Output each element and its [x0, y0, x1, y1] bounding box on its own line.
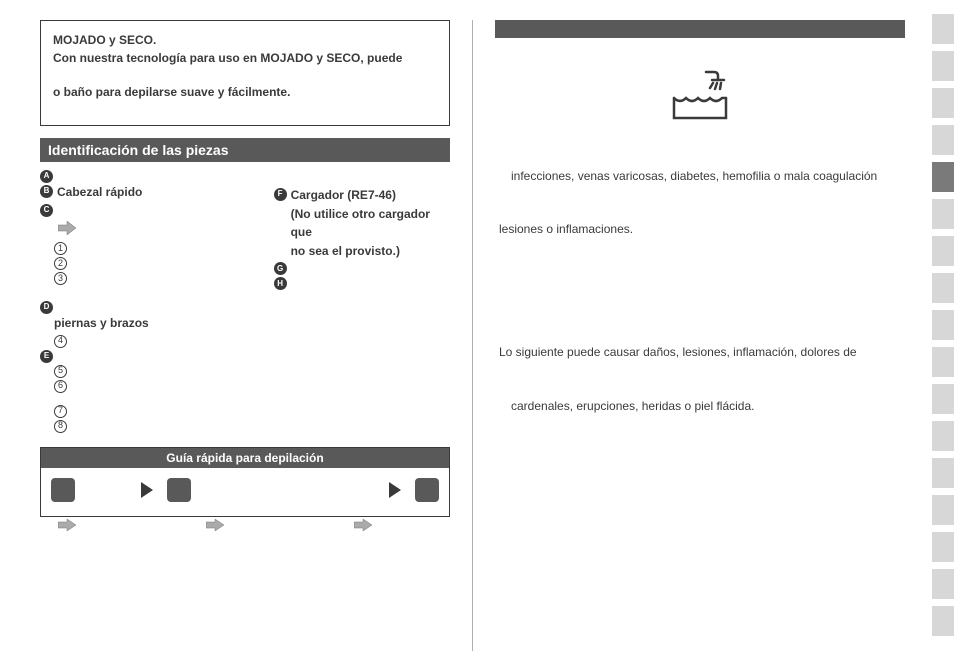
side-tab[interactable]	[932, 273, 954, 303]
right-p1: infecciones, venas varicosas, diabetes, …	[499, 167, 905, 186]
num-4: 4	[54, 335, 67, 348]
side-tab[interactable]	[932, 236, 954, 266]
label-cargador-2: (No utilice otro cargador que	[291, 205, 450, 242]
label-cargador-1: Cargador (RE7-46)	[291, 186, 396, 205]
right-column: infecciones, venas varicosas, diabetes, …	[475, 20, 905, 651]
left-column: MOJADO y SECO. Con nuestra tecnología pa…	[40, 20, 470, 651]
intro-line-3: o baño para depilarse suave y fácilmente…	[53, 83, 437, 101]
right-p2: lesiones o inflamaciones.	[499, 220, 905, 239]
shower-icon	[665, 68, 735, 127]
guide-title-bar: Guía rápida para depilación	[40, 447, 450, 468]
guide-body	[40, 468, 450, 517]
num-6: 6	[54, 380, 67, 393]
side-tab[interactable]	[932, 199, 954, 229]
bullet-d: D	[40, 301, 53, 314]
right-p3: Lo siguiente puede causar daños, lesione…	[499, 343, 905, 362]
sub-arrow-icon	[206, 519, 224, 531]
intro-line-1: MOJADO y SECO.	[53, 31, 437, 49]
bullet-h: H	[274, 277, 287, 290]
label-cargador-3: no sea el provisto.)	[291, 242, 400, 261]
side-tab-active[interactable]	[932, 162, 954, 192]
side-tab[interactable]	[932, 51, 954, 81]
parts-section-title: Identificación de las piezas	[40, 138, 450, 162]
label-piernas: piernas y brazos	[54, 314, 149, 333]
bullet-g: G	[274, 262, 287, 275]
side-tab[interactable]	[932, 569, 954, 599]
guide-step-3	[415, 478, 439, 502]
parts-right-col: F Cargador (RE7-46) (No utilice otro carg…	[274, 168, 450, 433]
side-tab[interactable]	[932, 606, 954, 636]
right-p4: cardenales, erupciones, heridas o piel f…	[499, 397, 905, 416]
page: MOJADO y SECO. Con nuestra tecnología pa…	[0, 0, 954, 671]
side-tab[interactable]	[932, 347, 954, 377]
side-tabs	[932, 14, 954, 636]
sub-arrow-icon	[58, 519, 76, 531]
num-8: 8	[54, 420, 67, 433]
guide-arrow-1	[141, 482, 153, 498]
side-tab[interactable]	[932, 14, 954, 44]
right-text-block: infecciones, venas varicosas, diabetes, …	[495, 167, 905, 416]
num-7: 7	[54, 405, 67, 418]
side-tab[interactable]	[932, 458, 954, 488]
intro-box: MOJADO y SECO. Con nuestra tecnología pa…	[40, 20, 450, 126]
intro-line-2: Con nuestra tecnología para uso en MOJAD…	[53, 49, 437, 67]
parts-left-col: A B Cabezal rápido C 1 2 3 D piernas y br…	[40, 168, 256, 433]
num-2: 2	[54, 257, 67, 270]
right-header-bar	[495, 20, 905, 38]
side-tab[interactable]	[932, 125, 954, 155]
side-tab[interactable]	[932, 384, 954, 414]
guide-sub-arrows	[40, 517, 450, 531]
side-tab[interactable]	[932, 421, 954, 451]
bullet-f: F	[274, 188, 287, 201]
guide-arrow-2	[389, 482, 401, 498]
parts-list: A B Cabezal rápido C 1 2 3 D piernas y br…	[40, 168, 450, 433]
label-cabezal: Cabezal rápido	[57, 183, 142, 202]
num-1: 1	[54, 242, 67, 255]
num-3: 3	[54, 272, 67, 285]
bullet-a: A	[40, 170, 53, 183]
column-divider	[472, 20, 473, 651]
guide-step-1	[51, 478, 75, 502]
num-5: 5	[54, 365, 67, 378]
side-tab[interactable]	[932, 495, 954, 525]
side-tab[interactable]	[932, 310, 954, 340]
side-tab[interactable]	[932, 88, 954, 118]
side-tab[interactable]	[932, 532, 954, 562]
sub-arrow-icon	[354, 519, 372, 531]
spacer	[53, 67, 437, 83]
bullet-e: E	[40, 350, 53, 363]
guide-step-2	[167, 478, 191, 502]
bullet-b: B	[40, 185, 53, 198]
arrow-icon	[58, 221, 76, 241]
bullet-c: C	[40, 204, 53, 217]
